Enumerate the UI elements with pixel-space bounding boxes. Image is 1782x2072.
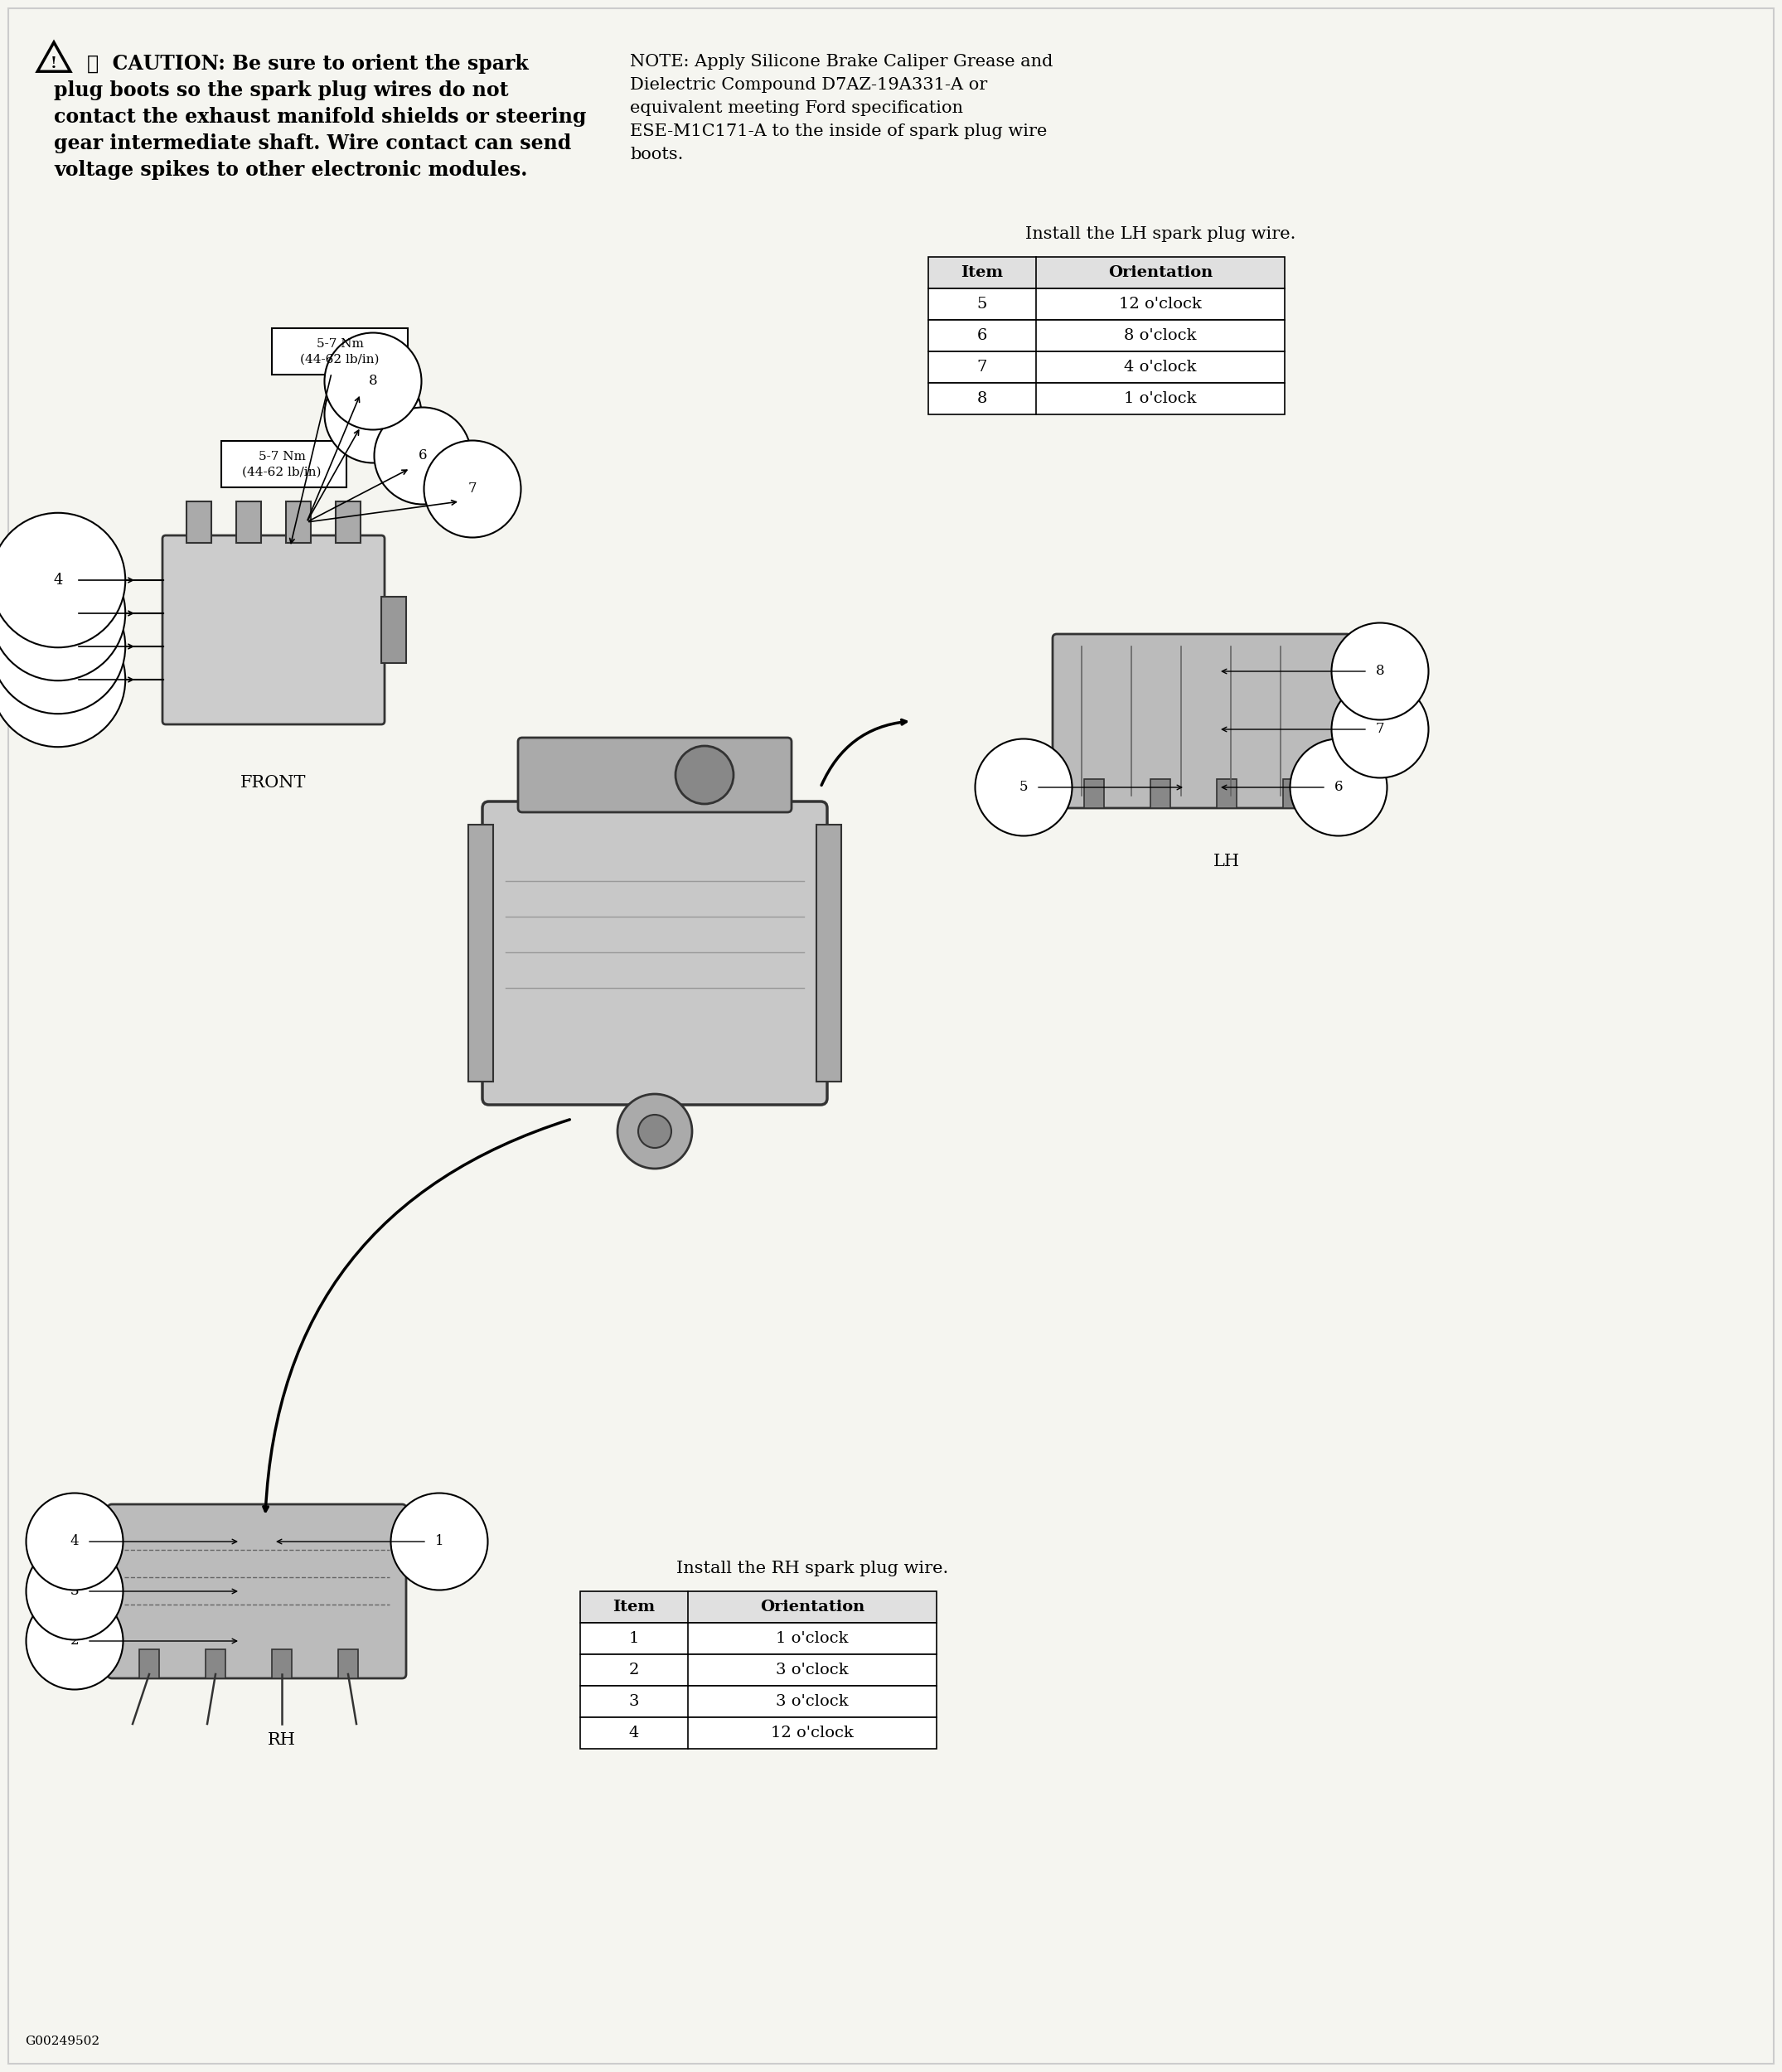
Text: contact the exhaust manifold shields or steering: contact the exhaust manifold shields or …	[53, 108, 586, 126]
Text: gear intermediate shaft. Wire contact can send: gear intermediate shaft. Wire contact ca…	[53, 133, 572, 153]
Text: 3 o'clock: 3 o'clock	[775, 1695, 848, 1709]
Bar	[928, 257, 1285, 288]
Text: Install the RH spark plug wire.: Install the RH spark plug wire.	[675, 1560, 948, 1577]
Text: 6: 6	[419, 450, 428, 462]
Text: NOTE: Apply Silicone Brake Caliper Grease and: NOTE: Apply Silicone Brake Caliper Greas…	[629, 54, 1053, 70]
Text: Orientation: Orientation	[1108, 265, 1214, 280]
Text: 8: 8	[1376, 665, 1385, 678]
Bar	[187, 501, 212, 543]
Text: 5-7 Nm
(44-62 lb/in): 5-7 Nm (44-62 lb/in)	[299, 338, 380, 365]
Text: 8 o'clock: 8 o'clock	[1124, 327, 1198, 344]
FancyBboxPatch shape	[519, 738, 791, 812]
Text: 5: 5	[369, 408, 378, 421]
Text: 1: 1	[53, 671, 62, 688]
Text: 1 o'clock: 1 o'clock	[1124, 392, 1198, 406]
Text: 2: 2	[629, 1662, 640, 1678]
Text: voltage spikes to other electronic modules.: voltage spikes to other electronic modul…	[53, 160, 527, 180]
Text: 4: 4	[69, 1535, 78, 1548]
Text: boots.: boots.	[629, 147, 683, 162]
Text: 5: 5	[1019, 781, 1028, 794]
Bar	[1083, 779, 1105, 808]
Text: 3: 3	[69, 1585, 78, 1598]
Text: 4: 4	[53, 572, 62, 588]
Text: 4: 4	[629, 1726, 640, 1740]
Text: 1 o'clock: 1 o'clock	[775, 1631, 848, 1645]
Bar	[928, 383, 1285, 414]
Text: 3 o'clock: 3 o'clock	[775, 1662, 848, 1678]
FancyBboxPatch shape	[273, 327, 408, 375]
Text: 1: 1	[435, 1535, 444, 1548]
Bar	[381, 597, 406, 663]
Circle shape	[638, 1115, 672, 1148]
Text: equivalent meeting Ford specification: equivalent meeting Ford specification	[629, 99, 962, 116]
Bar	[581, 1653, 937, 1687]
Text: 5-7 Nm
(44-62 lb/in): 5-7 Nm (44-62 lb/in)	[242, 452, 321, 477]
Bar	[139, 1649, 159, 1678]
Text: FRONT: FRONT	[241, 775, 307, 792]
FancyBboxPatch shape	[107, 1504, 406, 1678]
Bar	[469, 825, 494, 1082]
Circle shape	[618, 1094, 691, 1169]
Bar	[581, 1622, 937, 1653]
Text: !: !	[50, 56, 57, 73]
Bar	[205, 1649, 226, 1678]
Text: 12 o'clock: 12 o'clock	[772, 1726, 854, 1740]
Bar	[237, 501, 262, 543]
Text: 2: 2	[69, 1635, 78, 1647]
Text: ⚠  CAUTION: Be sure to orient the spark: ⚠ CAUTION: Be sure to orient the spark	[87, 54, 529, 75]
Bar	[928, 288, 1285, 319]
FancyBboxPatch shape	[162, 535, 385, 725]
Circle shape	[675, 746, 734, 804]
Bar	[928, 319, 1285, 352]
Text: RH: RH	[267, 1732, 296, 1749]
Text: 8: 8	[977, 392, 987, 406]
Bar	[1151, 779, 1171, 808]
Bar	[273, 1649, 292, 1678]
Bar	[339, 1649, 358, 1678]
FancyBboxPatch shape	[221, 441, 346, 487]
Bar	[581, 1718, 937, 1749]
Text: 12 o'clock: 12 o'clock	[1119, 296, 1201, 311]
Bar	[1283, 779, 1303, 808]
Text: Install the LH spark plug wire.: Install the LH spark plug wire.	[1025, 226, 1296, 242]
Text: 6: 6	[977, 327, 987, 344]
Bar	[816, 825, 841, 1082]
FancyBboxPatch shape	[1053, 634, 1351, 808]
Text: Item: Item	[613, 1600, 656, 1614]
Text: 2: 2	[53, 638, 62, 655]
Text: 6: 6	[1335, 781, 1344, 794]
Text: G00249502: G00249502	[25, 2035, 100, 2047]
Bar	[928, 352, 1285, 383]
Text: 3: 3	[629, 1695, 640, 1709]
Text: 3: 3	[53, 605, 62, 622]
Text: 4 o'clock: 4 o'clock	[1124, 361, 1198, 375]
Text: 7: 7	[469, 483, 478, 495]
Bar	[581, 1591, 937, 1622]
Text: 7: 7	[977, 361, 987, 375]
Text: Item: Item	[960, 265, 1003, 280]
Text: 7: 7	[1376, 723, 1385, 736]
Bar	[581, 1687, 937, 1718]
Text: LH: LH	[1214, 854, 1240, 870]
Text: ESE-M1C171-A to the inside of spark plug wire: ESE-M1C171-A to the inside of spark plug…	[629, 124, 1048, 139]
Text: 8: 8	[369, 375, 378, 387]
Bar	[285, 501, 310, 543]
Text: plug boots so the spark plug wires do not: plug boots so the spark plug wires do no…	[53, 81, 508, 99]
Bar	[1217, 779, 1237, 808]
Text: 5: 5	[977, 296, 987, 311]
Text: 1: 1	[629, 1631, 640, 1645]
FancyBboxPatch shape	[483, 802, 827, 1104]
Text: Dielectric Compound D7AZ-19A331-A or: Dielectric Compound D7AZ-19A331-A or	[629, 77, 987, 93]
Text: Orientation: Orientation	[759, 1600, 864, 1614]
Bar	[335, 501, 360, 543]
